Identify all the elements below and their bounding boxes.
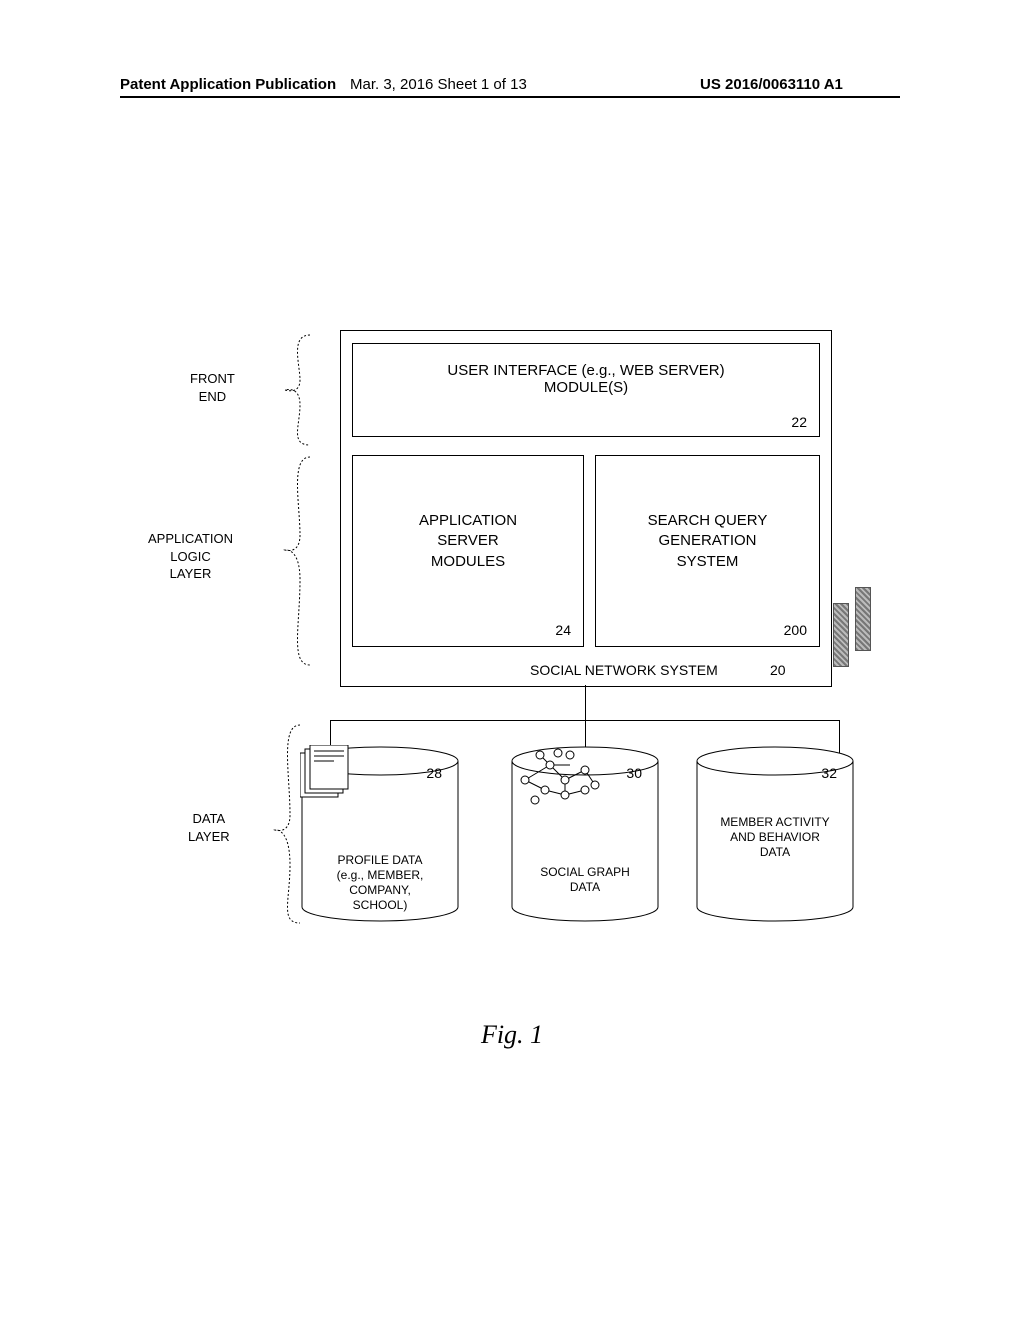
search-query-box: SEARCH QUERY GENERATION SYSTEM 200	[595, 455, 820, 647]
text: END	[199, 389, 226, 404]
activity-db-ref: 32	[821, 765, 837, 781]
text: LAYER	[188, 829, 230, 844]
architecture-diagram: FRONT END APPLICATION LOGIC LAYER DATA L…	[130, 305, 890, 1005]
network-graph-icon	[510, 745, 605, 810]
layer-label-data: DATA LAYER	[188, 810, 230, 845]
document-stack-icon	[300, 745, 350, 800]
social-network-system-ref: 20	[770, 662, 786, 678]
profile-db-cylinder: 28 PROFILE DATA (e.g., MEMBER, COMPANY, …	[300, 745, 460, 910]
header-rule	[120, 96, 900, 98]
activity-db-cylinder: 32 MEMBER ACTIVITY AND BEHAVIOR DATA	[695, 745, 855, 910]
text: GENERATION	[658, 532, 756, 549]
text: SEARCH QUERY	[648, 512, 768, 529]
text: SOCIAL GRAPH	[540, 865, 630, 879]
text: SYSTEM	[677, 553, 739, 570]
header-right: US 2016/0063110 A1	[700, 76, 843, 93]
scrollbar-decoration-icon	[833, 603, 849, 667]
text: COMPANY,	[349, 883, 411, 897]
social-network-system-label: SOCIAL NETWORK SYSTEM	[530, 662, 718, 678]
text: MODULES	[431, 553, 505, 570]
layer-label-applogic: APPLICATION LOGIC LAYER	[148, 530, 233, 583]
search-query-ref: 200	[784, 622, 807, 638]
header-left: Patent Application Publication	[120, 76, 336, 93]
text: DATA	[192, 811, 225, 826]
text: SERVER	[437, 532, 498, 549]
header-mid: Mar. 3, 2016 Sheet 1 of 13	[350, 76, 527, 93]
text: (e.g., MEMBER,	[337, 868, 424, 882]
text: MEMBER ACTIVITY	[720, 815, 829, 829]
text: USER INTERFACE (e.g., WEB SERVER)	[447, 362, 724, 379]
connector-line	[585, 685, 586, 720]
patent-figure-page: Patent Application Publication Mar. 3, 2…	[0, 0, 1024, 1320]
scrollbar-decoration-icon	[855, 587, 871, 651]
text: APPLICATION	[419, 512, 517, 529]
text: SCHOOL)	[353, 898, 408, 912]
social-graph-db-cylinder: 30 SOCIAL GRAPH DATA	[510, 745, 660, 910]
layer-label-frontend: FRONT END	[190, 370, 235, 405]
figure-caption: Fig. 1	[0, 1020, 1024, 1050]
text: LAYER	[170, 566, 212, 581]
app-server-box: APPLICATION SERVER MODULES 24	[352, 455, 584, 647]
text: PROFILE DATA	[338, 853, 423, 867]
profile-db-ref: 28	[426, 765, 442, 781]
text: DATA	[570, 880, 600, 894]
text: AND BEHAVIOR	[730, 830, 820, 844]
text: LOGIC	[170, 549, 210, 564]
text: APPLICATION	[148, 531, 233, 546]
app-server-ref: 24	[555, 622, 571, 638]
social-graph-db-ref: 30	[626, 765, 642, 781]
text: FRONT	[190, 371, 235, 386]
text: MODULE(S)	[544, 379, 628, 396]
ui-module-ref: 22	[791, 414, 807, 430]
text: DATA	[760, 845, 790, 859]
ui-module-box: USER INTERFACE (e.g., WEB SERVER) MODULE…	[352, 343, 820, 437]
